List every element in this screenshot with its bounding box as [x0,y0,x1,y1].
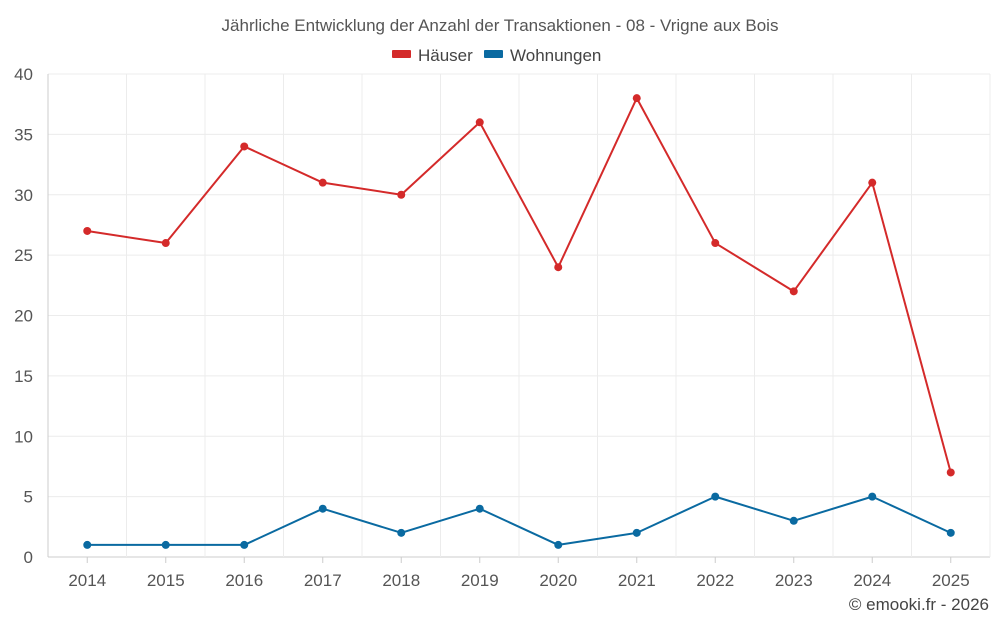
y-tick-label: 40 [14,65,33,84]
legend-item-haeuser[interactable]: Häuser [392,46,473,65]
data-point-haeuser[interactable] [946,468,955,477]
series-line-wohnungen [87,495,952,546]
data-point-wohnungen[interactable] [946,528,955,537]
x-tick-label: 2023 [775,571,813,590]
x-tick-label: 2018 [382,571,420,590]
x-tick-label: 2021 [618,571,656,590]
y-tick-label: 35 [14,125,33,144]
data-point-wohnungen[interactable] [83,540,92,549]
data-point-wohnungen[interactable] [554,540,563,549]
x-tick-label: 2022 [696,571,734,590]
data-point-haeuser[interactable] [554,263,563,272]
data-point-haeuser[interactable] [868,178,877,187]
legend-label-haeuser: Häuser [418,46,473,65]
data-point-haeuser[interactable] [632,94,641,103]
data-point-haeuser[interactable] [240,142,249,151]
y-tick-label: 25 [14,246,33,265]
x-tick-label: 2014 [68,571,106,590]
chart-title: Jährliche Entwicklung der Anzahl der Tra… [222,16,779,35]
x-tick-label: 2019 [461,571,499,590]
legend: Häuser Wohnungen [392,46,601,65]
data-point-wohnungen[interactable] [475,504,484,513]
data-point-wohnungen[interactable] [397,528,406,537]
data-point-haeuser[interactable] [161,239,170,248]
data-point-haeuser[interactable] [318,178,327,187]
x-tick-label: 2020 [539,571,577,590]
x-axis: 2014 2015 2016 2017 2018 2019 2020 2021 2022 2023… [68,557,970,590]
legend-label-wohnungen: Wohnungen [510,46,601,65]
series [83,94,955,549]
series-line-haeuser [87,97,952,473]
legend-swatch-wohnungen [484,50,503,58]
series-haeuser [83,94,955,477]
data-point-haeuser[interactable] [83,226,92,235]
series-wohnungen [83,492,955,549]
data-point-wohnungen[interactable] [868,492,877,501]
legend-item-wohnungen[interactable]: Wohnungen [484,46,601,65]
x-tick-label: 2016 [225,571,263,590]
data-point-wohnungen[interactable] [789,516,798,525]
legend-swatch-haeuser [392,50,411,58]
y-axis: 0 5 10 15 20 25 30 35 40 [14,65,33,567]
y-tick-label: 20 [14,307,33,326]
data-point-wohnungen[interactable] [711,492,720,501]
data-point-wohnungen[interactable] [318,504,327,513]
x-tick-label: 2015 [147,571,185,590]
data-point-wohnungen[interactable] [161,540,170,549]
data-point-haeuser[interactable] [397,190,406,199]
y-tick-label: 30 [14,186,33,205]
x-tick-label: 2024 [853,571,891,590]
gridlines [47,73,991,558]
data-point-haeuser[interactable] [789,287,798,296]
data-point-haeuser[interactable] [475,118,484,127]
data-point-wohnungen[interactable] [632,528,641,537]
y-tick-label: 0 [24,548,33,567]
data-point-wohnungen[interactable] [240,540,249,549]
x-tick-label: 2025 [932,571,970,590]
y-tick-label: 5 [24,488,33,507]
x-tick-label: 2017 [304,571,342,590]
credit-text: © emooki.fr - 2026 [849,595,989,614]
y-tick-label: 15 [14,367,33,386]
y-tick-label: 10 [14,427,33,446]
data-point-haeuser[interactable] [711,239,720,248]
